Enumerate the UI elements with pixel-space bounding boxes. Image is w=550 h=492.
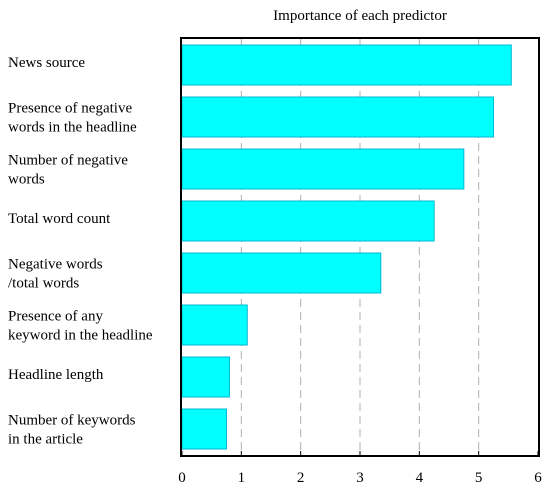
category-label-line: Presence of negative [8,101,132,117]
x-tick-label: 5 [475,470,483,486]
category-label-line: in the article [8,432,83,448]
x-tick-label: 6 [534,470,542,486]
x-tick-label: 3 [356,470,364,486]
x-tick-label: 2 [297,470,305,486]
bar [181,200,435,242]
x-tick-label: 1 [238,470,246,486]
category-label-line: News source [8,55,85,71]
category-label-line: keyword in the headline [8,328,153,344]
category-label-line: words in the headline [8,120,137,136]
category-label: Presence of negative words in the headlin… [8,101,137,136]
category-label: Headline length [8,367,104,383]
category-label-line: Total word count [8,211,111,227]
category-label: Number of negative words [8,153,128,188]
category-label: Number of keywords in the article [8,413,136,448]
bar [181,252,382,294]
bar [181,96,494,138]
category-label-line: Number of negative [8,153,128,169]
chart-title: Importance of each predictor [273,8,447,24]
bar [181,408,227,450]
x-tick-label: 4 [416,470,424,486]
bar [181,304,248,346]
category-label-line: Number of keywords [8,413,136,429]
category-label: News source [8,55,85,71]
category-label-line: Presence of any [8,309,103,325]
x-tick-label: 0 [178,470,186,486]
category-label: Total word count [8,211,111,227]
bar [181,148,465,190]
category-labels: News source Presence of negative words in … [8,55,153,448]
x-axis-ticks: 0 1 2 3 4 5 6 [178,451,542,486]
category-label-line: Negative words [8,257,103,273]
category-label: Negative words/total words [8,257,103,292]
bar [181,44,512,86]
category-label-line: Headline length [8,367,104,383]
bar [181,356,230,398]
category-label: Presence of any keyword in the headline [8,309,153,344]
category-label-line: /total words [8,276,79,292]
category-label-line: words [8,172,45,188]
bars [181,44,512,450]
